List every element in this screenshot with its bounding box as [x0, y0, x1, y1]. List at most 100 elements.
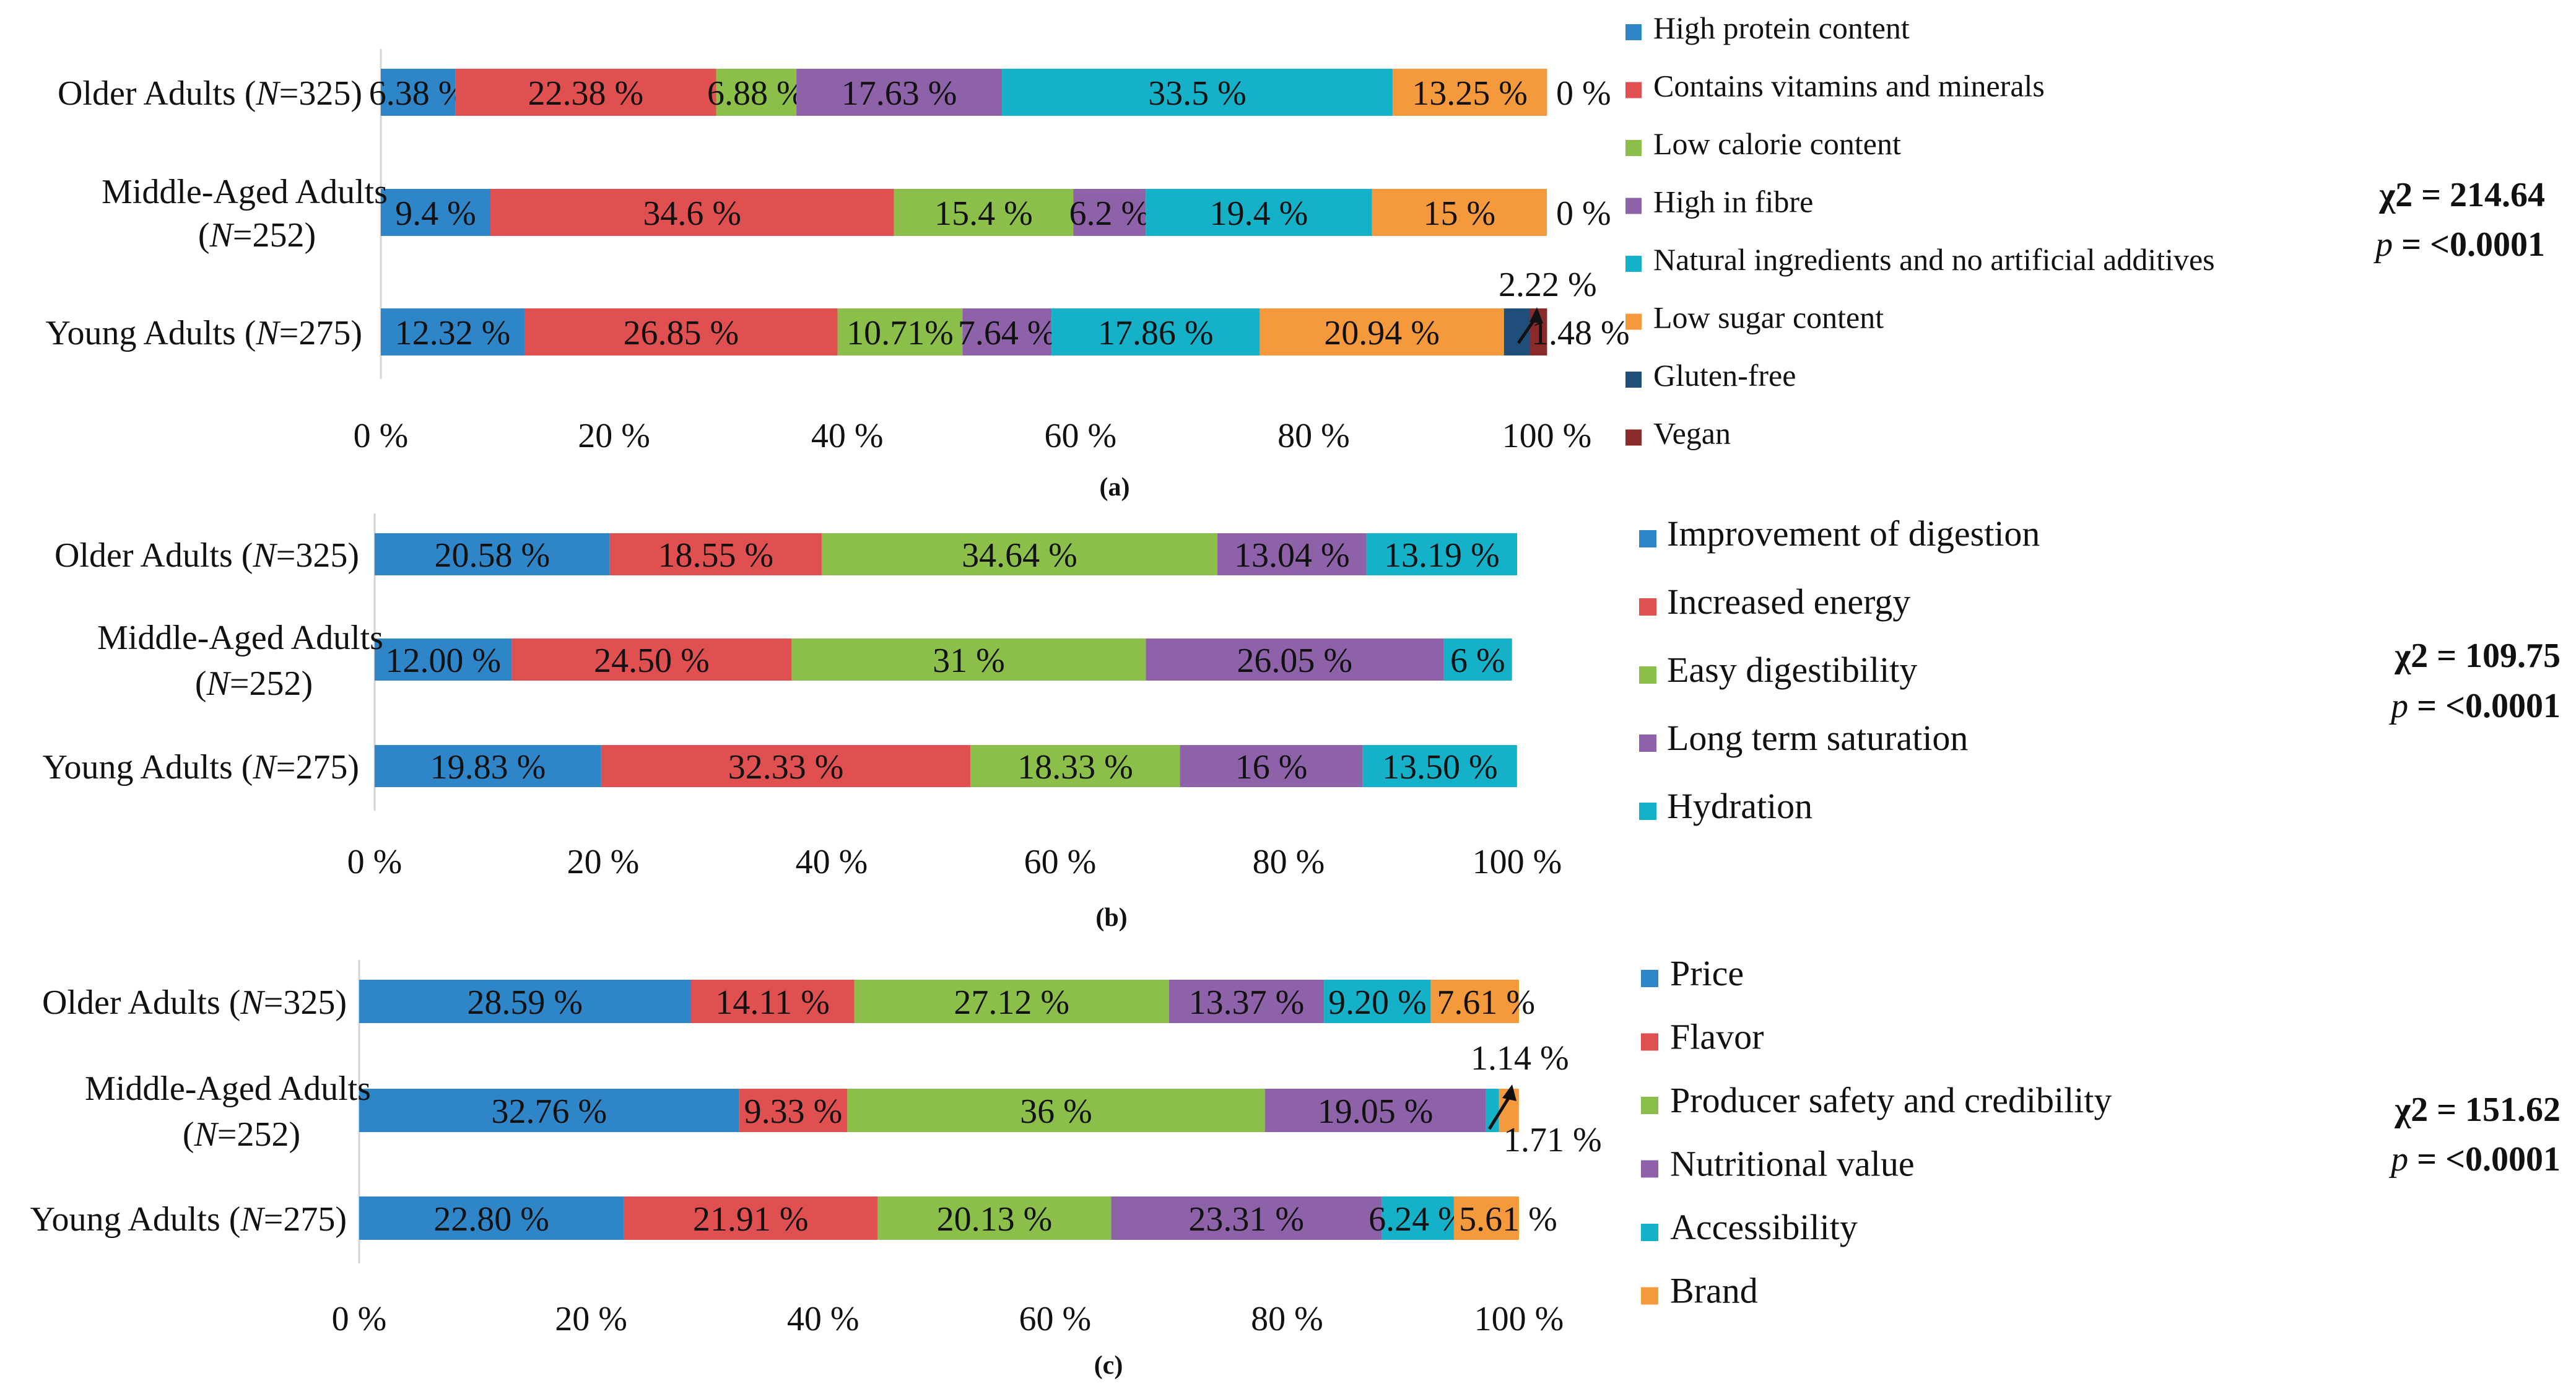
callout-arrow	[1487, 1093, 1513, 1130]
legend-label: Hydration	[1667, 786, 1812, 826]
category-label-part: (	[183, 1115, 194, 1154]
legend-swatch-price	[1641, 970, 1658, 987]
chi-square-stat: χ2 = 109.75	[2394, 637, 2561, 675]
data-label: 0 %	[1556, 74, 1611, 113]
bar-segment-increased-energy	[609, 533, 822, 575]
legend-label: Accessibility	[1670, 1207, 1858, 1247]
bar-segment-natural-ingredients-and-no-artificial-additives	[1002, 69, 1393, 116]
bar-segment-low-calorie-content	[716, 69, 797, 116]
x-tick-label: 20 %	[578, 417, 650, 455]
panel-a: 6.38 % 22.38 % 6.88 % 17.63 % 33.5 % 13.25 % 0…	[46, 11, 2545, 502]
data-label: 13.50 %	[1382, 748, 1498, 787]
bar-segment-hydration	[1366, 533, 1517, 575]
bar-segment-improvement-of-digestion	[375, 745, 601, 787]
data-label: 20.13 %	[937, 1200, 1053, 1239]
legend-swatch-natural-ingredients-and-no-artificial-additives	[1625, 256, 1642, 272]
data-label: 26.85 %	[623, 314, 739, 352]
legend-swatch-contains-vitamins-and-minerals	[1625, 82, 1642, 98]
data-label: 7.64 %	[958, 314, 1056, 352]
bar-segment-natural-ingredients-and-no-artificial-additives	[1051, 308, 1260, 355]
legend-label: Low sugar content	[1653, 300, 1884, 335]
x-tick-label: 60 %	[1044, 417, 1116, 455]
data-label: 32.33 %	[728, 748, 844, 787]
bar-segment-producer-safety-and-credibility	[877, 1196, 1112, 1240]
bar-segment-accessibility	[1382, 1196, 1454, 1240]
data-label: 9.20 %	[1328, 983, 1427, 1022]
panel-label: (c)	[1094, 1351, 1123, 1380]
data-label: 14.11 %	[715, 983, 830, 1022]
data-label: 2.22 %	[1499, 266, 1597, 304]
category-label-part: =252)	[230, 665, 313, 703]
data-label: 5.61 %	[1459, 1200, 1557, 1239]
data-label: 12.00 %	[385, 642, 501, 680]
data-label: 13.25 %	[1412, 74, 1528, 113]
bar-segment-high-in-fibre	[796, 69, 1003, 116]
legend-label: Long term saturation	[1667, 718, 1968, 758]
bar-segment-increased-energy	[511, 638, 792, 681]
data-label: 6 %	[1450, 642, 1505, 680]
legend-swatch-hydration	[1639, 803, 1656, 820]
bar-row-middle-aged-adults-n-252: 32.76 % 9.33 % 36 % 19.05 % 1.14 % 1.71 %	[359, 1039, 1602, 1159]
bar-segment-contains-vitamins-and-minerals	[490, 189, 894, 236]
legend-swatch-low-calorie-content	[1625, 140, 1642, 156]
panel-c: 28.59 % 14.11 % 27.12 % 13.37 % 9.20 % 7.61 %…	[30, 953, 2561, 1380]
panel-b: 20.58 % 18.55 % 34.64 % 13.04 % 13.19 % 12.00…	[43, 513, 2561, 932]
bar-segment-price	[359, 980, 691, 1023]
legend-label: Price	[1670, 953, 1744, 993]
data-label: 6.24 %	[1368, 1200, 1467, 1239]
category-label-part: N	[194, 1115, 219, 1154]
data-label: 34.64 %	[962, 536, 1077, 575]
bar-segment-increased-energy	[601, 745, 971, 787]
legend-swatch-accessibility	[1641, 1224, 1658, 1241]
bar-segment-price	[359, 1089, 739, 1132]
data-label: 21.91 %	[693, 1200, 809, 1239]
bar-segment-high-protein-content	[381, 189, 491, 236]
category-label: Older Adults (N=325)	[58, 74, 362, 113]
data-label: 17.86 %	[1098, 314, 1214, 352]
data-label: 9.4 %	[395, 194, 476, 233]
bar-segment-natural-ingredients-and-no-artificial-additives	[1146, 189, 1372, 236]
x-tick-label: 80 %	[1253, 843, 1325, 881]
bar-row-young-adults-n-275: 22.80 % 21.91 % 20.13 % 23.31 % 6.24 %5.61 %	[359, 1196, 1557, 1240]
bar-segment-nutritional-value	[1264, 1089, 1486, 1132]
category-label-part: =275)	[279, 314, 362, 352]
bar-segment-producer-safety-and-credibility	[847, 1089, 1265, 1132]
category-label: Young Adults (N=275)	[43, 748, 359, 787]
bar-segment-long-term-saturation	[1217, 533, 1367, 575]
category-label-part: N	[255, 74, 281, 113]
callout-arrowhead	[1502, 1084, 1516, 1101]
bar-segment-easy-digestibility	[970, 745, 1180, 787]
data-label: 24.50 %	[594, 642, 710, 680]
category-label: (N=252)	[198, 216, 316, 255]
x-tick-label: 60 %	[1019, 1300, 1091, 1338]
legend-swatch-easy-digestibility	[1639, 666, 1656, 684]
category-label: Older Adults (N=325)	[54, 536, 359, 575]
data-label: 19.05 %	[1318, 1092, 1434, 1131]
bar-row-older-adults-n-325: 6.38 % 22.38 % 6.88 % 17.63 % 33.5 % 13.25 % 0…	[369, 69, 1611, 116]
category-label-part: N	[240, 1200, 265, 1239]
bar-segment-brand	[1453, 1196, 1519, 1240]
legend-label: Brand	[1670, 1271, 1758, 1311]
p-value-stat: p = <0.0001	[2388, 1140, 2561, 1179]
category-label: Young Adults (N=275)	[46, 314, 362, 352]
p-value-stat: p = <0.0001	[2373, 225, 2545, 264]
category-label-part: N	[252, 536, 277, 575]
data-label: 0 %	[1556, 194, 1611, 233]
data-label: 34.6 %	[643, 194, 741, 233]
bar-segment-low-sugar-content	[1260, 308, 1504, 355]
category-label-part: Middle-Aged Adults	[102, 173, 388, 211]
x-tick-label: 40 %	[787, 1300, 859, 1338]
data-label: 31 %	[933, 642, 1005, 680]
data-label: 9.33 %	[744, 1092, 843, 1131]
bar-segment-flavor	[739, 1089, 848, 1132]
bar-segment-accessibility	[1324, 980, 1431, 1023]
x-tick-label: 100 %	[1473, 843, 1562, 881]
x-tick-label: 0 %	[347, 843, 402, 881]
x-tick-label: 0 %	[332, 1300, 387, 1338]
data-label: 26.05 %	[1237, 642, 1352, 680]
bar-segment-long-term-saturation	[1180, 745, 1363, 787]
bar-segment-long-term-saturation	[1146, 638, 1443, 681]
category-label-part: =275)	[276, 748, 359, 787]
data-label: 36 %	[1020, 1092, 1092, 1131]
bar-segment-producer-safety-and-credibility	[854, 980, 1169, 1023]
